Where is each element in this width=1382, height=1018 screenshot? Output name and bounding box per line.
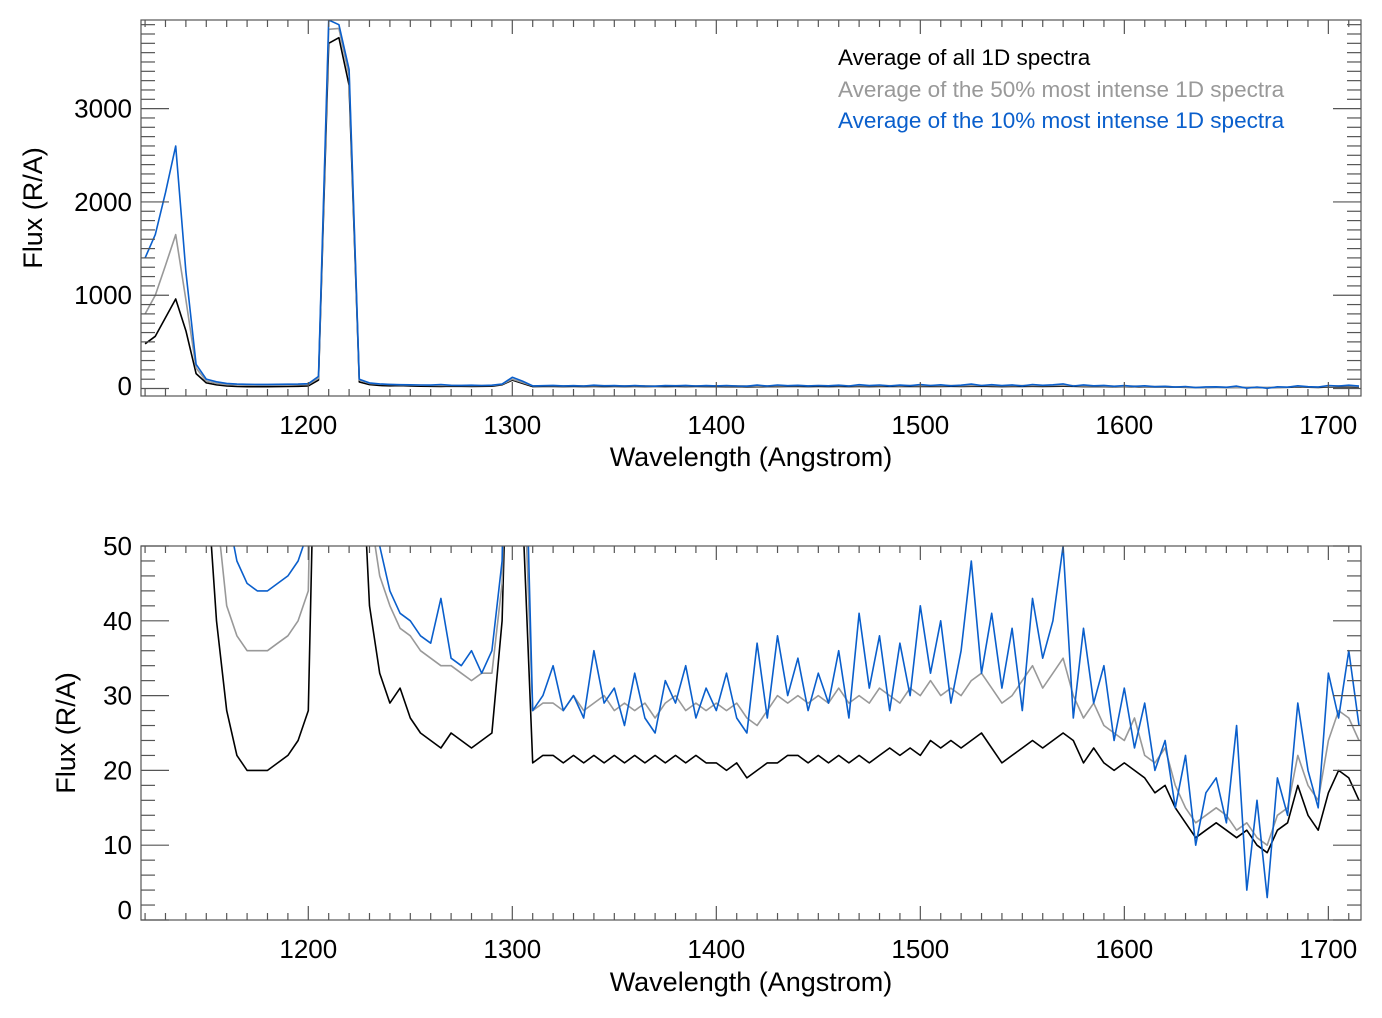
x-tick-label: 1600 [1095,934,1153,964]
y-tick-label: 10 [103,830,132,860]
y-tick-label: 20 [103,755,132,785]
x-tick-label: 1300 [483,934,541,964]
y-tick-label: 0 [118,895,132,925]
x-tick-label: 1600 [1095,410,1153,440]
y-tick-label: 30 [103,681,132,711]
x-tick-label: 1200 [279,934,337,964]
y-tick-label: 3000 [74,94,132,124]
legend: Average of all 1D spectra Average of the… [838,45,1285,133]
x-tick-label: 1200 [279,410,337,440]
series-line-50pct [219,546,1360,847]
x-tick-label: 1300 [483,410,541,440]
x-tick-label: 1500 [891,934,949,964]
series-group [210,546,1360,899]
x-tick-label: 1700 [1299,410,1357,440]
x-tick-label: 1400 [687,410,745,440]
x-tick-label: 1500 [891,410,949,440]
y-tick-label: 0 [118,371,132,401]
series-line-10pct [233,546,1360,899]
y-tick-label: 50 [103,531,132,561]
legend-entry-all: Average of all 1D spectra [838,45,1091,70]
x-axis-title: Wavelength (Angstrom) [610,967,893,997]
series-line-all [210,546,1360,854]
bottom-panel-zoomed: Wavelength (Angstrom) Flux (R/A) 1200 130… [51,531,1362,997]
plot-frame [140,545,1362,921]
y-axis-title: Flux (R/A) [51,672,81,794]
legend-entry-10pct: Average of the 10% most intense 1D spect… [838,108,1285,133]
x-tick-label: 1400 [687,934,745,964]
series-group [144,20,1360,390]
y-tick-label: 2000 [74,187,132,217]
y-tick-label: 40 [103,606,132,636]
x-tick-label: 1700 [1299,934,1357,964]
y-axis-title: Flux (R/A) [18,147,48,269]
top-panel-full-range: Wavelength (Angstrom) Flux (R/A) 1200 130… [18,19,1362,472]
x-axis-title: Wavelength (Angstrom) [610,442,893,472]
series-line-10pct [144,20,1360,390]
legend-entry-50pct: Average of the 50% most intense 1D spect… [838,77,1285,102]
plot-frame [140,19,1362,397]
y-tick-label: 1000 [74,280,132,310]
